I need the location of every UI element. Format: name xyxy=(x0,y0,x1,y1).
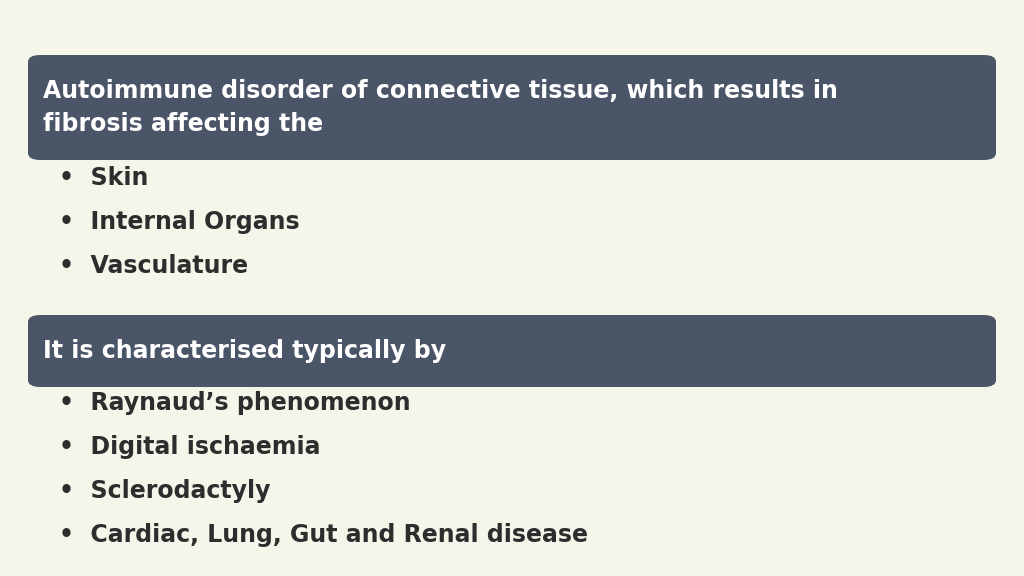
Text: •  Sclerodactyly: • Sclerodactyly xyxy=(58,479,270,503)
Text: •  Skin: • Skin xyxy=(58,166,148,190)
Text: •  Raynaud’s phenomenon: • Raynaud’s phenomenon xyxy=(58,391,411,415)
Text: Autoimmune disorder of connective tissue, which results in
fibrosis affecting th: Autoimmune disorder of connective tissue… xyxy=(43,79,839,136)
Text: It is characterised typically by: It is characterised typically by xyxy=(43,339,446,363)
Text: •  Internal Organs: • Internal Organs xyxy=(58,210,299,234)
FancyBboxPatch shape xyxy=(28,55,996,160)
Text: •  Vasculature: • Vasculature xyxy=(58,254,248,278)
FancyBboxPatch shape xyxy=(28,315,996,387)
Text: •  Digital ischaemia: • Digital ischaemia xyxy=(58,435,321,459)
Text: •  Cardiac, Lung, Gut and Renal disease: • Cardiac, Lung, Gut and Renal disease xyxy=(58,523,588,547)
